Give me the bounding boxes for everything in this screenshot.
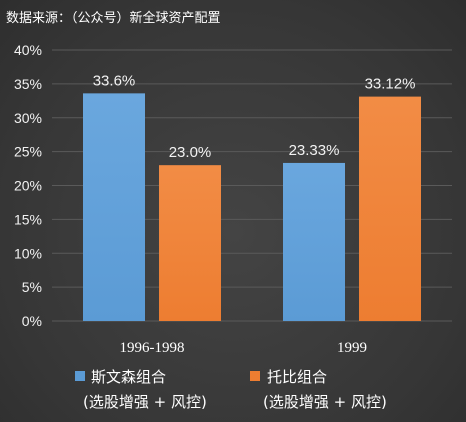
data-label: 33.12%	[365, 76, 416, 93]
source-note: 数据来源：（公众号）新全球资产配置	[6, 10, 221, 26]
x-axis-categories: 1996-1998 1999	[120, 340, 368, 356]
y-tick-label: 5%	[22, 279, 42, 295]
bars	[83, 93, 421, 321]
data-label: 33.6%	[93, 72, 136, 89]
y-tick-label: 20%	[14, 178, 42, 194]
legend-label-series-2: 托比组合	[267, 368, 327, 386]
y-axis-ticks: 0% 5% 10% 15% 20% 25% 30% 35% 40%	[14, 42, 42, 329]
bar-series-2-1999	[359, 96, 421, 321]
bar-series-1-1996-1998	[83, 93, 145, 321]
legend-sublabel-series-2: (选股增强 + 风控)	[263, 393, 387, 411]
legend-sublabel-series-1: (选股增强 + 风控)	[83, 393, 207, 411]
y-tick-label: 25%	[14, 144, 42, 160]
y-tick-label: 15%	[14, 211, 42, 227]
y-tick-label: 0%	[22, 313, 42, 329]
y-tick-label: 30%	[14, 110, 42, 126]
y-tick-label: 35%	[14, 76, 42, 92]
bar-series-1-1999	[283, 162, 345, 321]
x-category-label: 1999	[337, 340, 367, 356]
data-label: 23.33%	[289, 142, 340, 159]
x-category-label: 1996-1998	[120, 340, 185, 356]
data-labels: 33.6% 23.0% 23.33% 33.12%	[93, 72, 416, 161]
y-tick-label: 10%	[14, 245, 42, 261]
data-label: 23.0%	[169, 144, 212, 161]
legend-swatch-series-1	[75, 371, 85, 381]
y-tick-label: 40%	[14, 42, 42, 58]
legend-label-series-1: 斯文森组合	[91, 368, 166, 386]
legend: 斯文森组合 (选股增强 + 风控) 托比组合 (选股增强 + 风控)	[75, 368, 387, 411]
bar-series-2-1996-1998	[159, 165, 221, 321]
legend-swatch-series-2	[250, 371, 260, 381]
